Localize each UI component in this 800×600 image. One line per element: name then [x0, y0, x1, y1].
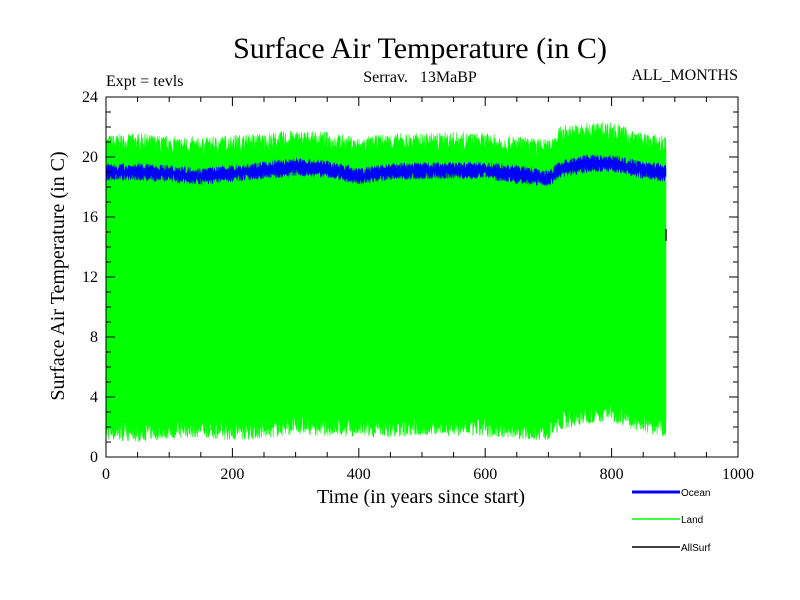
experiment-label: Expt = tevls [106, 73, 183, 90]
y-tick-label: 8 [90, 329, 98, 346]
y-tick-label: 4 [90, 389, 98, 406]
y-tick-label: 16 [82, 209, 98, 226]
y-tick-label: 24 [82, 89, 98, 106]
legend-label-ocean: Ocean [681, 488, 710, 499]
x-tick-label: 400 [347, 466, 371, 483]
x-tick-label: 0 [102, 466, 110, 483]
run-label: Serrav. 13MaBP [363, 69, 477, 86]
axes: 0 200 400 600 800 1000 0 4 8 12 16 20 24 [82, 89, 754, 483]
legend-label-land: Land [681, 515, 703, 526]
legend: Ocean Land AllSurf [632, 488, 711, 554]
x-tick-label: 200 [220, 466, 244, 483]
legend-label-allsurf: AllSurf [681, 543, 711, 554]
y-tick-label: 20 [82, 149, 98, 166]
x-tick-label: 600 [473, 466, 497, 483]
chart-title: Surface Air Temperature (in C) [233, 32, 607, 65]
x-tick-label: 1000 [722, 466, 754, 483]
y-tick-label: 0 [90, 449, 98, 466]
y-axis-label: Surface Air Temperature (in C) [47, 151, 69, 400]
months-label: ALL_MONTHS [631, 67, 738, 84]
x-axis-label: Time (in years since start) [317, 486, 525, 508]
series-land-band [105, 122, 667, 442]
plot-area [105, 122, 667, 442]
y-tick-label: 12 [82, 269, 98, 286]
x-tick-label: 800 [600, 466, 624, 483]
series-ocean-band [105, 154, 667, 187]
